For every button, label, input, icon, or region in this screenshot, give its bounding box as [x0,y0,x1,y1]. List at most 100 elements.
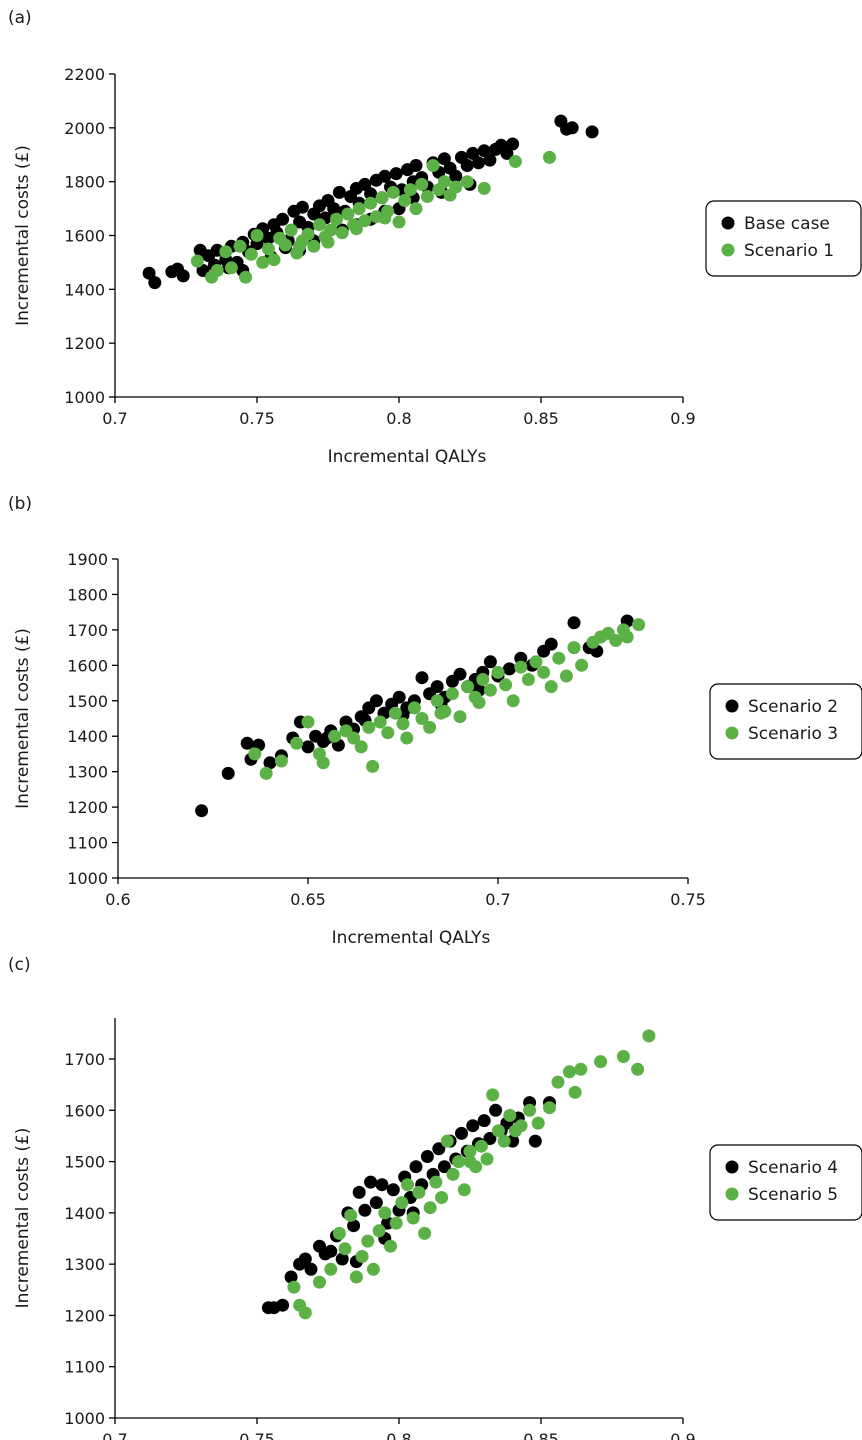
point-c-s1-15 [352,1185,366,1199]
point-a-s2-28 [358,214,372,228]
point-c-s1-18 [369,1196,383,1210]
point-b-s2-34 [521,673,535,686]
point-c-s2-11 [361,1234,375,1248]
point-b-s2-30 [491,665,505,679]
point-c-s2-15 [384,1239,397,1253]
point-b-s2-18 [400,731,414,745]
point-a-s2-15 [284,223,298,237]
point-a-s1-59 [472,156,485,170]
y-tick-label: 1000 [64,388,105,407]
point-a-s2-12 [267,253,281,267]
legend-label-1: Scenario 4 [748,1158,838,1178]
point-a-s2-25 [341,207,355,221]
point-c-s1-4 [284,1270,298,1284]
y-tick-label: 1600 [64,227,105,246]
point-b-s1-30 [453,667,467,681]
point-c-s2-50 [463,1155,477,1169]
legend-marker-1 [725,699,739,713]
point-c-s2-46 [594,1055,608,1069]
point-b-s2-40 [567,641,581,655]
point-a-s2-18 [301,227,315,241]
legend-marker-2 [725,726,739,740]
point-b-s2-31 [499,678,513,692]
legend-label-1: Base case [744,214,830,234]
y-tick-label: 1400 [64,1204,105,1223]
point-a-s2-27 [352,202,366,216]
series-2-points [248,618,646,780]
point-c-s2-44 [568,1085,582,1099]
point-c-s2-8 [344,1208,358,1222]
legend: Scenario 4 Scenario 5 [709,1144,862,1221]
point-a-s2-37 [409,202,423,216]
y-tick-label: 1000 [67,869,108,888]
x-tick-label: 0.6 [105,890,130,909]
point-b-s2-38 [552,651,566,665]
point-a-s2-40 [426,159,440,172]
point-a-s2-34 [392,215,406,229]
point-b-s2-33 [514,660,528,674]
point-c-s2-3 [298,1306,312,1320]
point-b-s2-13 [366,759,380,773]
point-a-s2-8 [244,247,258,261]
point-a-s2-9 [250,229,264,242]
point-b-s1-41 [567,616,581,630]
point-a-s2-33 [386,185,400,199]
point-c-s2-9 [349,1270,363,1284]
point-c-s2-21 [418,1226,432,1240]
legend-label-1: Scenario 2 [748,697,838,717]
x-tick-label: 0.9 [670,409,695,428]
point-a-s2-45 [460,175,474,189]
point-a-s2-31 [375,191,389,205]
y-tick-label: 1100 [67,834,108,853]
point-b-s2-10 [347,731,361,745]
panel-label-c: (c) [8,955,31,975]
point-b-s2-8 [328,729,342,743]
legend-marker-2 [721,243,735,257]
point-c-s1-39 [489,1103,503,1117]
point-b-s2-19 [407,701,421,715]
point-c-s2-6 [332,1226,346,1240]
point-c-s1-33 [455,1126,468,1140]
x-tick-label: 0.75 [239,409,275,428]
point-a-s1-1 [142,266,156,280]
point-a-s1-42 [378,169,392,183]
x-tick-label: 0.65 [290,890,326,909]
point-b-s1-1 [195,804,209,818]
point-b-s1-34 [483,655,497,669]
y-tick-label: 1300 [67,763,108,782]
point-c-s1-27 [420,1150,434,1163]
point-c-s2-39 [523,1103,537,1117]
legend-marker-1 [721,216,735,230]
point-c-s2-10 [355,1250,369,1263]
point-a-s1-38 [358,177,372,191]
point-a-s2-19 [307,239,321,253]
point-b-s1-36 [502,662,516,676]
point-c-s2-23 [429,1175,443,1189]
point-c-s2-28 [457,1183,471,1197]
point-c-s1-30 [437,1160,451,1174]
point-c-s2-7 [338,1242,352,1256]
point-a-s2-22 [324,223,338,237]
point-c-s1-12 [335,1252,349,1266]
point-a-s2-46 [477,181,491,195]
legend: Base case Scenario 1 [705,200,862,277]
point-a-s1-2 [148,276,162,290]
y-tick-label: 1500 [64,1153,105,1172]
point-c-s2-14 [378,1206,392,1220]
point-b-s2-3 [274,754,288,768]
point-c-s2-25 [440,1134,454,1148]
x-tick-label: 0.7 [102,409,127,428]
point-b-s2-7 [316,756,330,770]
point-b-s2-5 [301,715,315,729]
point-c-s2-34 [491,1124,505,1138]
point-c-s2-42 [551,1075,565,1089]
point-b-s1-25 [415,671,429,685]
x-tick-label: 0.85 [523,409,559,428]
point-b-s2-32 [506,694,520,708]
point-a-s1-5 [176,269,190,283]
point-c-s2-22 [423,1201,437,1215]
point-b-s1-2 [221,766,235,780]
y-tick-label: 1100 [64,1358,105,1377]
point-b-s1-19 [369,694,383,708]
point-c-s2-29 [463,1144,477,1158]
